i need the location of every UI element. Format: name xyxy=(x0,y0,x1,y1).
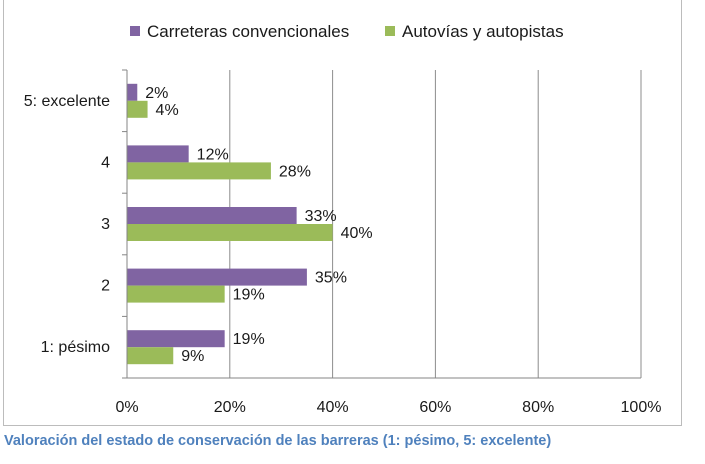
legend-label: Carreteras convencionales xyxy=(147,22,349,41)
data-label: 28% xyxy=(279,163,311,180)
category-label: 1: pésimo xyxy=(41,339,110,356)
x-tick-label: 80% xyxy=(522,399,554,416)
x-tick-label: 40% xyxy=(317,399,349,416)
bar-autovias xyxy=(127,162,271,180)
data-label: 33% xyxy=(305,208,337,225)
bar-autovias xyxy=(127,224,333,241)
legend-label: Autovías y autopistas xyxy=(402,22,564,41)
chart-area xyxy=(3,0,682,426)
bar-convencionales xyxy=(127,330,225,348)
data-label: 2% xyxy=(145,85,168,102)
bar-autovias xyxy=(127,347,174,365)
bar-convencionales xyxy=(127,145,189,163)
x-tick-label: 100% xyxy=(621,399,662,416)
legend-swatch xyxy=(130,26,140,36)
x-tick-label: 20% xyxy=(214,399,246,416)
bar-autovias xyxy=(127,100,148,118)
bar-convencionales xyxy=(127,83,138,101)
legend-swatch xyxy=(385,26,395,36)
chart-caption: Valoración del estado de conservación de… xyxy=(4,433,552,449)
data-label: 35% xyxy=(315,270,347,287)
data-label: 4% xyxy=(156,102,179,119)
bar-chart: 0% 20% 40% 60% 80% 100% 5: excelente 2%4% 4 12% 28… xyxy=(24,22,662,416)
category-label: 5: excelente xyxy=(24,93,110,110)
data-label: 9% xyxy=(181,348,204,365)
data-label: 19% xyxy=(233,331,265,348)
category-label: 4 xyxy=(101,154,110,171)
data-label: 19% xyxy=(233,287,265,304)
data-label: 40% xyxy=(341,225,373,242)
bar-convencionales xyxy=(127,207,297,224)
category-label: 3 xyxy=(101,216,110,233)
x-tick-label: 60% xyxy=(419,399,451,416)
x-tick-label: 0% xyxy=(115,399,138,416)
bar-autovias xyxy=(127,285,225,303)
bar-convencionales xyxy=(127,268,307,286)
data-label: 12% xyxy=(197,146,229,163)
category-label: 2 xyxy=(101,278,110,295)
